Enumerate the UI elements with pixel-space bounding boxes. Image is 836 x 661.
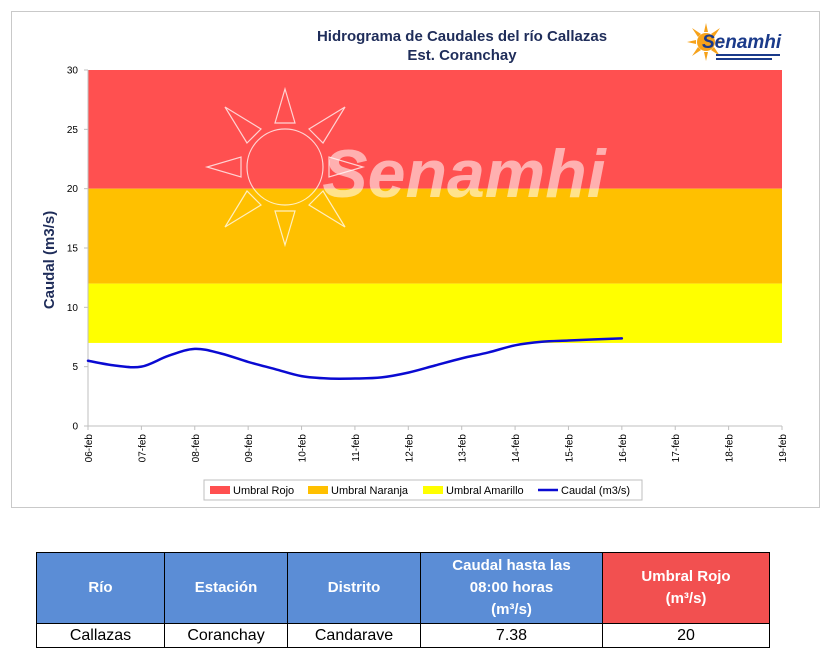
header-umbral-line1: Umbral Rojo (641, 568, 731, 585)
chart-frame: Hidrograma de Caudales del río Callazas … (11, 11, 820, 508)
y-tick-label: 0 (72, 422, 78, 433)
chart-title-line2: Est. Coranchay (407, 47, 517, 64)
header-caudal: Caudal hasta las 08:00 horas (m³/s) (420, 552, 603, 624)
y-tick-label: 5 (72, 362, 78, 373)
threshold-bands (88, 70, 782, 343)
x-tick-label: 15-feb (564, 434, 575, 463)
sun-logo-icon (687, 23, 725, 61)
x-tick-label: 16-feb (618, 434, 629, 463)
chart-title-line1: Hidrograma de Caudales del río Callazas (317, 28, 607, 45)
header-umbral: Umbral Rojo (m³/s) (602, 552, 770, 624)
legend-swatch-1 (308, 486, 328, 494)
watermark-text: Senamhi (322, 136, 608, 212)
info-table: Río Estación Distrito Caudal hasta las 0… (36, 552, 770, 648)
table-row: Callazas Coranchay Candarave 7.38 20 (36, 623, 770, 648)
header-distrito: Distrito (287, 552, 421, 624)
header-caudal-line1: Caudal hasta las (452, 557, 571, 574)
cell-umbral: 20 (602, 623, 770, 648)
y-tick-label: 30 (67, 66, 79, 77)
x-tick-label: 13-feb (458, 434, 469, 463)
y-tick-label: 20 (67, 184, 79, 195)
band-2 (88, 283, 782, 343)
hydrograph-chart: Hidrograma de Caudales del río Callazas … (41, 23, 789, 501)
x-tick-label: 12-feb (404, 434, 415, 463)
watermark-sun-icon (204, 86, 366, 248)
legend-swatch-0 (210, 486, 230, 494)
series (86, 337, 624, 381)
x-tick-label: 19-feb (778, 434, 789, 463)
x-tick-label: 09-feb (244, 434, 255, 463)
x-tick-label: 07-feb (137, 434, 148, 463)
y-tick-label: 25 (67, 125, 79, 136)
header-rio: Río (36, 552, 165, 624)
legend-label-1: Umbral Naranja (331, 485, 409, 497)
logo-text: Senamhi (702, 32, 782, 53)
band-1 (88, 188, 782, 284)
x-tick-label: 10-feb (298, 434, 309, 463)
header-estacion: Estación (164, 552, 288, 624)
axes: 0 5 10 15 20 25 30 06-feb 07-feb 08-feb 09-feb 10-f… (67, 66, 789, 463)
x-tick-label: 11-feb (351, 434, 362, 462)
y-axis-label: Caudal (m3/s) (41, 211, 58, 309)
header-caudal-line2: 08:00 horas (469, 579, 554, 596)
watermark: Senamhi (204, 86, 608, 248)
legend-label-2: Umbral Amarillo (446, 485, 524, 497)
y-tick-label: 15 (67, 244, 79, 255)
header-umbral-line2: (m³/s) (665, 590, 707, 607)
x-tick-label: 18-feb (725, 434, 736, 463)
x-tick-label: 06-feb (84, 434, 95, 463)
senamhi-logo: Senamhi (687, 23, 782, 61)
header-caudal-line3: (m³/s) (491, 601, 532, 618)
legend-label-3: Caudal (m3/s) (561, 485, 630, 497)
cell-estacion: Coranchay (164, 623, 288, 648)
x-tick-label: 08-feb (191, 434, 202, 463)
legend: Umbral Rojo Umbral Naranja Umbral Amarillo… (203, 479, 643, 501)
x-tick-label: 17-feb (671, 434, 682, 463)
y-tick-label: 10 (67, 303, 79, 314)
legend-label-0: Umbral Rojo (233, 485, 294, 497)
table-header-row: Río Estación Distrito Caudal hasta las 0… (36, 552, 770, 624)
band-0 (88, 70, 782, 189)
cell-distrito: Candarave (287, 623, 421, 648)
x-tick-label: 14-feb (511, 434, 522, 463)
cell-rio: Callazas (36, 623, 165, 648)
series-line-0 (86, 337, 624, 381)
legend-swatch-2 (423, 486, 443, 494)
cell-caudal: 7.38 (420, 623, 603, 648)
